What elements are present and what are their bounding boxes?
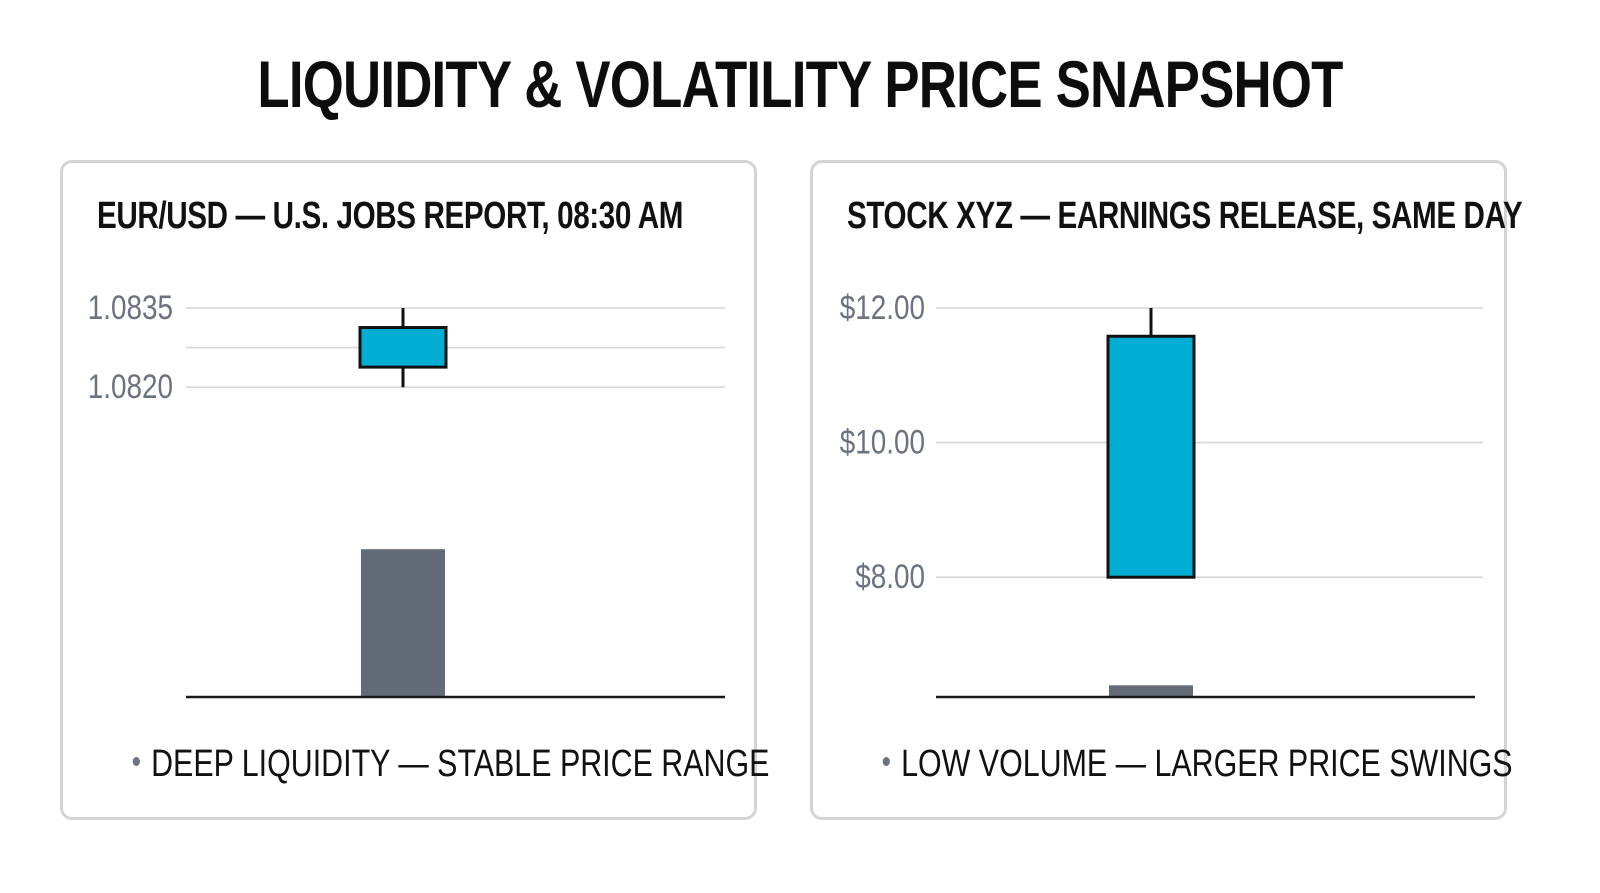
bullet-dot-icon [132,757,140,767]
page-title: LIQUIDITY & VOLATILITY PRICE SNAPSHOT [257,47,1343,121]
y-tick-label: 1.0835 [88,288,173,326]
annotation-stock-xyz: LOW VOLUME — LARGER PRICE SWINGS [882,741,1513,787]
volume-bar [361,549,445,697]
panel-title-eurusd: EUR/USD — U.S. JOBS REPORT, 08:30 AM [97,195,684,237]
annotation-text-eurusd: DEEP LIQUIDITY — STABLE PRICE RANGE [151,743,770,785]
annotation-eurusd: DEEP LIQUIDITY — STABLE PRICE RANGE [132,741,769,787]
chart-panel-eurusd: 1.0820 1.0835 EUR/USD — U.S. JOBS REPORT,… [60,160,769,820]
candle-body [1106,334,1196,579]
annotation-text-stock-xyz: LOW VOLUME — LARGER PRICE SWINGS [901,743,1513,785]
chart-eurusd: 1.0820 1.0835 [88,288,725,699]
y-tick-label: $8.00 [855,558,925,596]
chart-panel-stock-xyz: $8.00 $10.00 $12.00 STOCK XYZ — EARNINGS R… [810,160,1523,820]
candle-body [358,326,448,369]
chart-stock-xyz: $8.00 $10.00 $12.00 [840,288,1483,699]
panel-title-stock-xyz: STOCK XYZ — EARNINGS RELEASE, SAME DAY [847,195,1523,237]
y-tick-label: 1.0820 [88,368,173,406]
y-tick-label: $12.00 [840,288,925,326]
volume-bar [1109,685,1193,697]
bullet-dot-icon [882,757,890,767]
y-tick-label: $10.00 [840,423,925,461]
